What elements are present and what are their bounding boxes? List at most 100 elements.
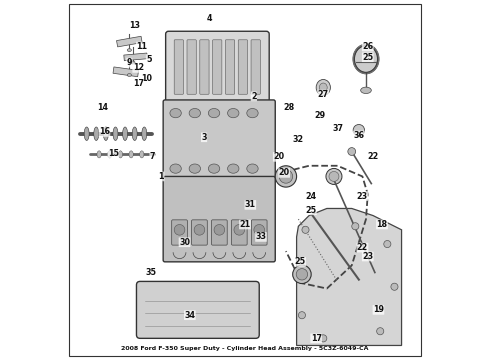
FancyBboxPatch shape [163, 100, 275, 182]
Ellipse shape [254, 225, 265, 235]
Text: 25: 25 [305, 206, 317, 215]
Text: 25: 25 [362, 53, 373, 62]
Text: 14: 14 [97, 103, 108, 112]
FancyBboxPatch shape [200, 40, 209, 94]
FancyBboxPatch shape [251, 40, 260, 94]
FancyBboxPatch shape [187, 40, 196, 94]
Ellipse shape [384, 240, 391, 248]
Polygon shape [113, 67, 139, 77]
Ellipse shape [326, 168, 342, 184]
Ellipse shape [108, 151, 112, 158]
Ellipse shape [329, 171, 339, 181]
Text: 22: 22 [368, 152, 379, 161]
Text: 23: 23 [357, 192, 368, 201]
Ellipse shape [174, 225, 185, 235]
Text: 10: 10 [142, 74, 153, 83]
Ellipse shape [319, 335, 327, 342]
FancyBboxPatch shape [212, 220, 227, 245]
Ellipse shape [298, 312, 305, 319]
Ellipse shape [361, 87, 371, 94]
Ellipse shape [122, 127, 127, 140]
Text: 33: 33 [255, 233, 267, 242]
Ellipse shape [97, 151, 101, 158]
Text: 5: 5 [146, 54, 152, 63]
Text: 13: 13 [129, 21, 140, 30]
Text: 19: 19 [373, 305, 384, 314]
Ellipse shape [234, 225, 245, 235]
Text: 21: 21 [240, 220, 250, 229]
Polygon shape [296, 208, 402, 346]
Ellipse shape [227, 108, 239, 118]
FancyBboxPatch shape [172, 220, 187, 245]
Ellipse shape [129, 151, 133, 158]
Text: 28: 28 [284, 103, 295, 112]
Ellipse shape [132, 127, 137, 140]
Text: 30: 30 [179, 238, 190, 247]
Ellipse shape [214, 225, 225, 235]
Ellipse shape [189, 164, 200, 173]
Ellipse shape [127, 49, 131, 51]
Ellipse shape [170, 108, 181, 118]
Ellipse shape [84, 127, 89, 140]
FancyBboxPatch shape [166, 31, 269, 103]
Text: 32: 32 [293, 135, 304, 144]
Text: 25: 25 [294, 257, 306, 266]
Ellipse shape [316, 80, 330, 95]
Ellipse shape [227, 164, 239, 173]
FancyBboxPatch shape [163, 176, 275, 262]
Text: 22: 22 [357, 243, 368, 252]
Ellipse shape [189, 108, 200, 118]
Text: 31: 31 [245, 201, 256, 210]
Ellipse shape [127, 73, 131, 76]
Text: 15: 15 [108, 149, 119, 158]
Ellipse shape [296, 269, 308, 280]
FancyBboxPatch shape [137, 282, 259, 338]
Ellipse shape [118, 151, 122, 158]
Text: 35: 35 [145, 268, 156, 277]
FancyBboxPatch shape [231, 220, 247, 245]
Ellipse shape [247, 108, 258, 118]
Polygon shape [124, 53, 147, 61]
FancyBboxPatch shape [174, 40, 183, 94]
Text: 23: 23 [362, 252, 373, 261]
Ellipse shape [275, 166, 296, 187]
Text: 12: 12 [133, 63, 144, 72]
Ellipse shape [293, 265, 311, 284]
Ellipse shape [94, 127, 99, 140]
Polygon shape [117, 36, 142, 47]
Ellipse shape [170, 164, 181, 173]
Text: 17: 17 [133, 80, 144, 89]
Text: 3: 3 [201, 133, 207, 142]
Ellipse shape [354, 46, 378, 72]
Text: 27: 27 [318, 90, 329, 99]
Text: 18: 18 [376, 220, 388, 229]
Ellipse shape [319, 83, 327, 92]
FancyBboxPatch shape [192, 220, 207, 245]
Ellipse shape [353, 125, 365, 136]
Text: 2: 2 [251, 92, 257, 101]
Text: 1: 1 [159, 172, 164, 181]
Text: 16: 16 [99, 127, 110, 136]
Text: 37: 37 [332, 124, 343, 133]
Ellipse shape [279, 170, 293, 183]
Ellipse shape [247, 164, 258, 173]
Ellipse shape [302, 226, 309, 233]
Text: 7: 7 [150, 152, 155, 161]
Ellipse shape [377, 328, 384, 335]
Text: 9: 9 [126, 58, 132, 67]
Ellipse shape [194, 225, 205, 235]
Text: 4: 4 [207, 14, 212, 23]
Text: 34: 34 [184, 311, 196, 320]
Ellipse shape [352, 223, 359, 230]
FancyBboxPatch shape [213, 40, 222, 94]
Text: 20: 20 [273, 152, 284, 161]
Ellipse shape [131, 61, 135, 64]
Text: 17: 17 [311, 334, 321, 343]
Ellipse shape [391, 283, 398, 290]
Ellipse shape [208, 108, 220, 118]
Text: 36: 36 [353, 131, 365, 140]
Text: 24: 24 [305, 192, 317, 201]
Ellipse shape [142, 127, 147, 140]
Text: 2008 Ford F-350 Super Duty - Cylinder Head Assembly - 5C3Z-6049-CA: 2008 Ford F-350 Super Duty - Cylinder He… [121, 346, 369, 351]
FancyBboxPatch shape [225, 40, 235, 94]
